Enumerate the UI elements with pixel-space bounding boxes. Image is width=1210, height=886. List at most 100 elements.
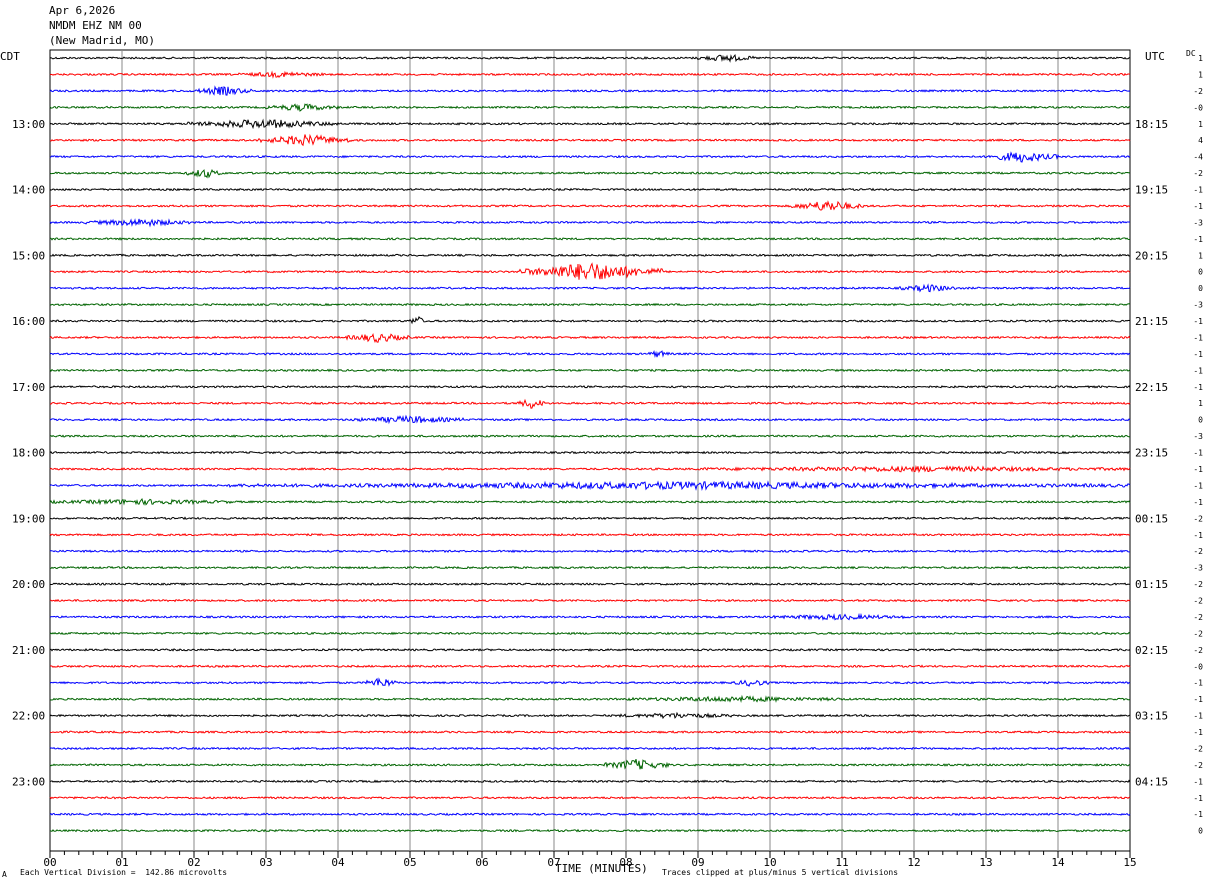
trace-line: [49, 730, 1131, 734]
dc-offset-value: -1: [1193, 235, 1203, 244]
dc-offset-value: -1: [1193, 481, 1203, 490]
trace-line: [49, 398, 1131, 409]
header-location: (New Madrid, MO): [49, 34, 155, 47]
trace-line: [49, 565, 1131, 570]
dc-offset-value: -1: [1193, 202, 1203, 211]
dc-offset-value: -2: [1193, 87, 1203, 96]
dc-offset-value: -1: [1193, 777, 1203, 786]
dc-offset-value: 0: [1198, 268, 1203, 277]
trace-line: [49, 677, 1131, 688]
trace-line: [49, 647, 1131, 652]
trace-line: [49, 812, 1131, 817]
dc-offset-value: -1: [1193, 695, 1203, 704]
left-timezone-label: CDT: [0, 50, 20, 63]
trace-line: [49, 549, 1131, 554]
trace-line: [49, 262, 1131, 280]
dc-offset-value: -1: [1193, 712, 1203, 721]
dc-offset-value: -1: [1193, 449, 1203, 458]
left-hour-label: 22:00: [12, 710, 45, 723]
header-station: NMDM EHZ NM 00: [49, 19, 142, 32]
trace-line: [49, 598, 1131, 603]
x-tick-label: 15: [1123, 856, 1136, 869]
left-hour-label: 14:00: [12, 184, 45, 197]
trace-line: [49, 694, 1131, 703]
dc-offset-value: -3: [1193, 218, 1203, 227]
x-axis-title: TIME (MINUTES): [555, 862, 648, 875]
x-tick-label: 08: [619, 856, 632, 869]
dc-offset-value: -3: [1193, 301, 1203, 310]
x-tick-label: 13: [979, 856, 992, 869]
dc-offset-value: -2: [1193, 646, 1203, 655]
scale-footnote: Each Vertical Division = 142.86 microvol…: [20, 868, 228, 877]
trace-line: [49, 828, 1131, 833]
trace-line: [49, 151, 1131, 163]
dc-offset-value: 1: [1198, 54, 1203, 63]
trace-line: [49, 118, 1131, 130]
dc-offset-value: -2: [1193, 597, 1203, 606]
left-hour-label: 23:00: [12, 775, 45, 788]
dc-offset-value: -1: [1193, 366, 1203, 375]
trace-line: [49, 53, 1131, 63]
dc-offset-value: -2: [1193, 613, 1203, 622]
trace-line: [49, 516, 1131, 521]
dc-offset-value: 0: [1198, 827, 1203, 836]
left-hour-label: 19:00: [12, 512, 45, 525]
x-tick-label: 05: [403, 856, 416, 869]
x-tick-label: 03: [259, 856, 272, 869]
dc-offset-value: -1: [1193, 317, 1203, 326]
trace-line: [49, 450, 1131, 455]
trace-line: [49, 582, 1131, 586]
dc-offset-value: -1: [1193, 531, 1203, 540]
left-hour-label: 20:00: [12, 578, 45, 591]
right-hour-label: 01:15: [1135, 578, 1168, 591]
trace-line: [49, 631, 1131, 636]
x-tick-label: 07: [547, 856, 560, 869]
dc-offset-value: 1: [1198, 399, 1203, 408]
trace-line: [49, 434, 1131, 438]
right-hour-label: 03:15: [1135, 710, 1168, 723]
dc-offset-value: 4: [1198, 136, 1203, 145]
trace-line: [49, 218, 1131, 228]
trace-line: [49, 70, 1131, 79]
trace-line: [49, 168, 1131, 179]
x-tick-label: 04: [331, 856, 345, 869]
dc-offset-value: -2: [1193, 514, 1203, 523]
x-tick-label: 11: [835, 856, 848, 869]
trace-line: [49, 283, 1131, 293]
left-hour-label: 13:00: [12, 118, 45, 131]
dc-offset-value: -1: [1193, 679, 1203, 688]
dc-header-label: DC: [1186, 49, 1196, 58]
right-hour-label: 19:15: [1135, 184, 1168, 197]
dc-offset-value: -1: [1193, 350, 1203, 359]
trace-line: [49, 187, 1131, 192]
dc-offset-value: -1: [1193, 186, 1203, 195]
trace-line: [49, 497, 1131, 506]
right-hour-label: 20:15: [1135, 249, 1168, 262]
x-tick-label: 06: [475, 856, 488, 869]
trace-line: [49, 103, 1131, 112]
corner-mark: A: [2, 870, 7, 879]
trace-line: [49, 779, 1131, 784]
dc-offset-value: -4: [1193, 153, 1203, 162]
trace-line: [49, 316, 1131, 325]
trace-line: [49, 480, 1131, 491]
trace-line: [49, 332, 1131, 343]
dc-offset-value: 1: [1198, 70, 1203, 79]
right-hour-label: 23:15: [1135, 447, 1168, 460]
dc-offset-value: -2: [1193, 169, 1203, 178]
left-hour-label: 21:00: [12, 644, 45, 657]
x-tick-label: 00: [43, 856, 56, 869]
trace-line: [49, 133, 1131, 147]
dc-offset-value: -0: [1193, 662, 1203, 671]
trace-line: [49, 664, 1131, 668]
trace-line: [49, 464, 1131, 474]
dc-offset-value: -1: [1193, 333, 1203, 342]
trace-line: [49, 759, 1131, 770]
plot-frame: [49, 49, 1131, 852]
trace-line: [49, 384, 1131, 389]
header-date: Apr 6,2026: [49, 4, 116, 17]
x-tick-label: 02: [187, 856, 200, 869]
trace-line: [49, 85, 1131, 96]
dc-offset-value: -2: [1193, 580, 1203, 589]
